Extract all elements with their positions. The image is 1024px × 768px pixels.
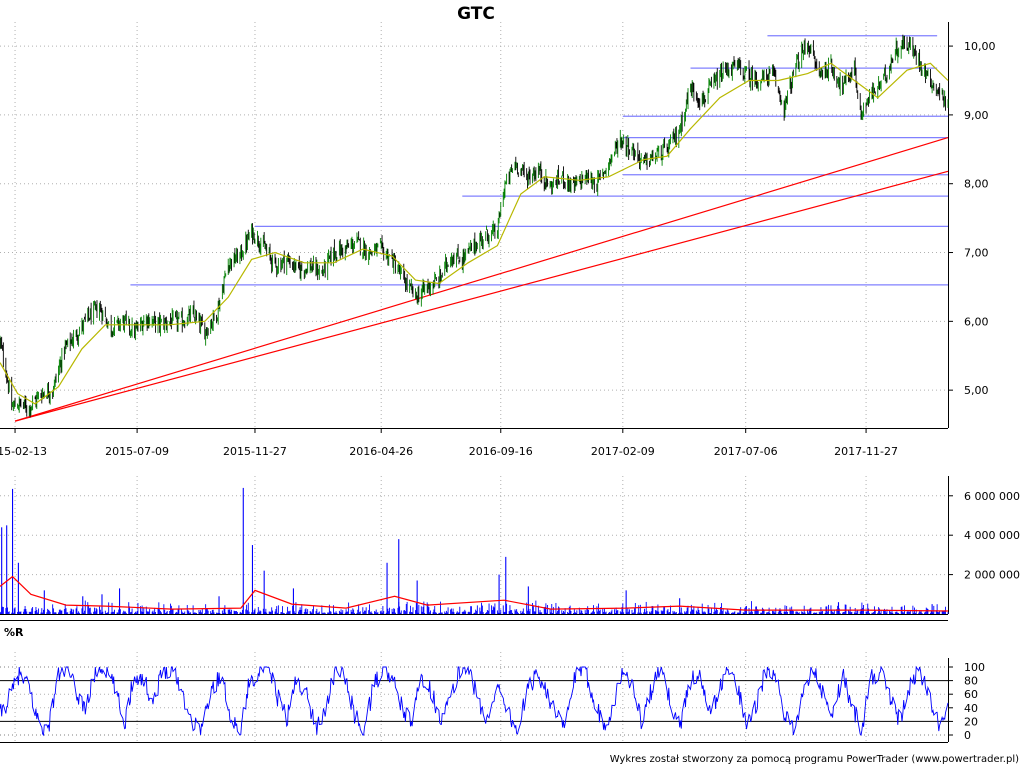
williams-r-reference-lines bbox=[0, 666, 948, 736]
date-tick-label: 2016-09-16 bbox=[469, 445, 533, 458]
price-tick-label: 8,00 bbox=[964, 178, 989, 191]
date-tick-label: 2015-11-27 bbox=[223, 445, 287, 458]
price-tick-label: 6,00 bbox=[964, 315, 989, 328]
williams-r-line bbox=[0, 665, 949, 737]
date-tick-label: 2015-02-13 bbox=[0, 445, 47, 458]
date-tick-label: 2016-04-26 bbox=[349, 445, 413, 458]
trend-line bbox=[14, 137, 949, 422]
date-tick-label: 2017-11-27 bbox=[834, 445, 898, 458]
price-tick-label: 10,00 bbox=[964, 40, 996, 53]
price-tick-label: 7,00 bbox=[964, 247, 989, 260]
date-tick-label: 2015-07-09 bbox=[105, 445, 169, 458]
price-tick-label: 5,00 bbox=[964, 384, 989, 397]
trend-line bbox=[14, 170, 949, 422]
williams-r-tick-label: 40 bbox=[964, 702, 978, 715]
indicator-label: %R bbox=[4, 626, 24, 639]
williams-r-tick-label: 0 bbox=[964, 729, 971, 742]
volume-y-axis: 6 000 000 4 000 000 2 000 000 bbox=[948, 490, 1020, 582]
volume-bars bbox=[0, 487, 949, 614]
volume-panel: 6 000 000 4 000 000 2 000 000 bbox=[0, 487, 1020, 614]
trend-lines bbox=[14, 137, 949, 422]
date-tick-label: 2017-07-06 bbox=[714, 445, 778, 458]
panel-frames bbox=[0, 22, 949, 743]
volume-average-line bbox=[0, 575, 949, 612]
volume-tick-label: 4 000 000 bbox=[964, 529, 1020, 542]
volume-tick-label: 6 000 000 bbox=[964, 490, 1020, 503]
williams-r-tick-label: 80 bbox=[964, 675, 978, 688]
williams-r-tick-label: 100 bbox=[964, 661, 985, 674]
date-x-axis: 2015-02-13 2015-07-09 2015-11-27 2016-04-26… bbox=[0, 428, 898, 458]
chart-title: GTC bbox=[457, 4, 495, 24]
date-tick-label: 2017-02-09 bbox=[591, 445, 655, 458]
price-panel: 10,009,008,007,006,005,00 2015-02-132015… bbox=[0, 34, 996, 458]
williams-r-tick-label: 20 bbox=[964, 715, 978, 728]
moving-average-line bbox=[0, 62, 949, 405]
price-y-axis: 10,00 9,00 8,00 7,00 6,00 5,00 bbox=[948, 40, 996, 397]
price-tick-label: 9,00 bbox=[964, 109, 989, 122]
footer-credit: Wykres został stworzony za pomocą progra… bbox=[610, 754, 1019, 765]
volume-tick-label: 2 000 000 bbox=[964, 569, 1020, 582]
williams-r-tick-label: 60 bbox=[964, 688, 978, 701]
